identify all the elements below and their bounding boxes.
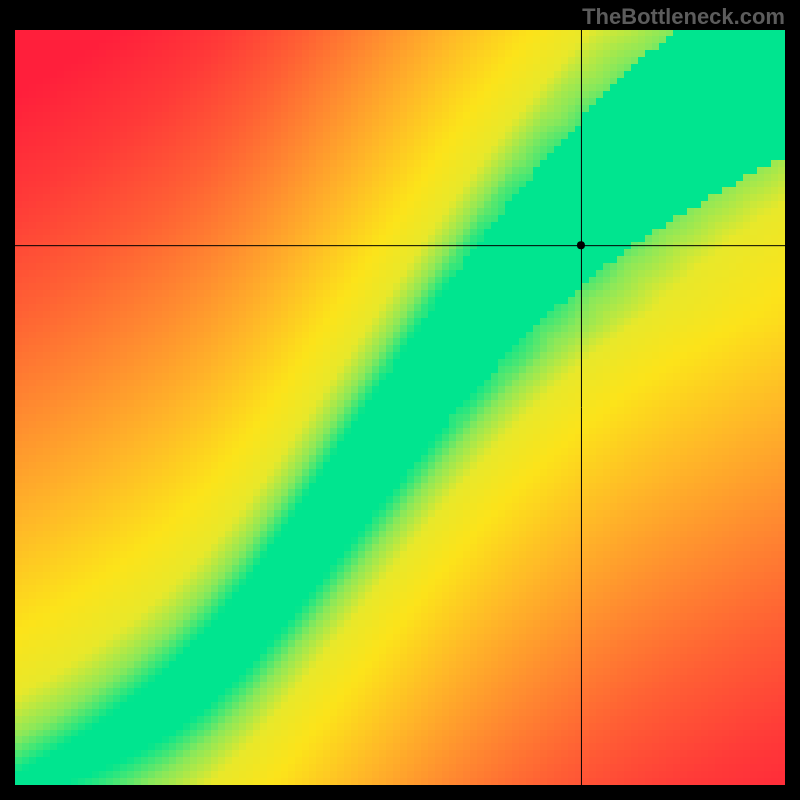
chart-container: TheBottleneck.com <box>0 0 800 800</box>
watermark-text: TheBottleneck.com <box>582 4 785 30</box>
bottleneck-heatmap <box>15 30 785 785</box>
